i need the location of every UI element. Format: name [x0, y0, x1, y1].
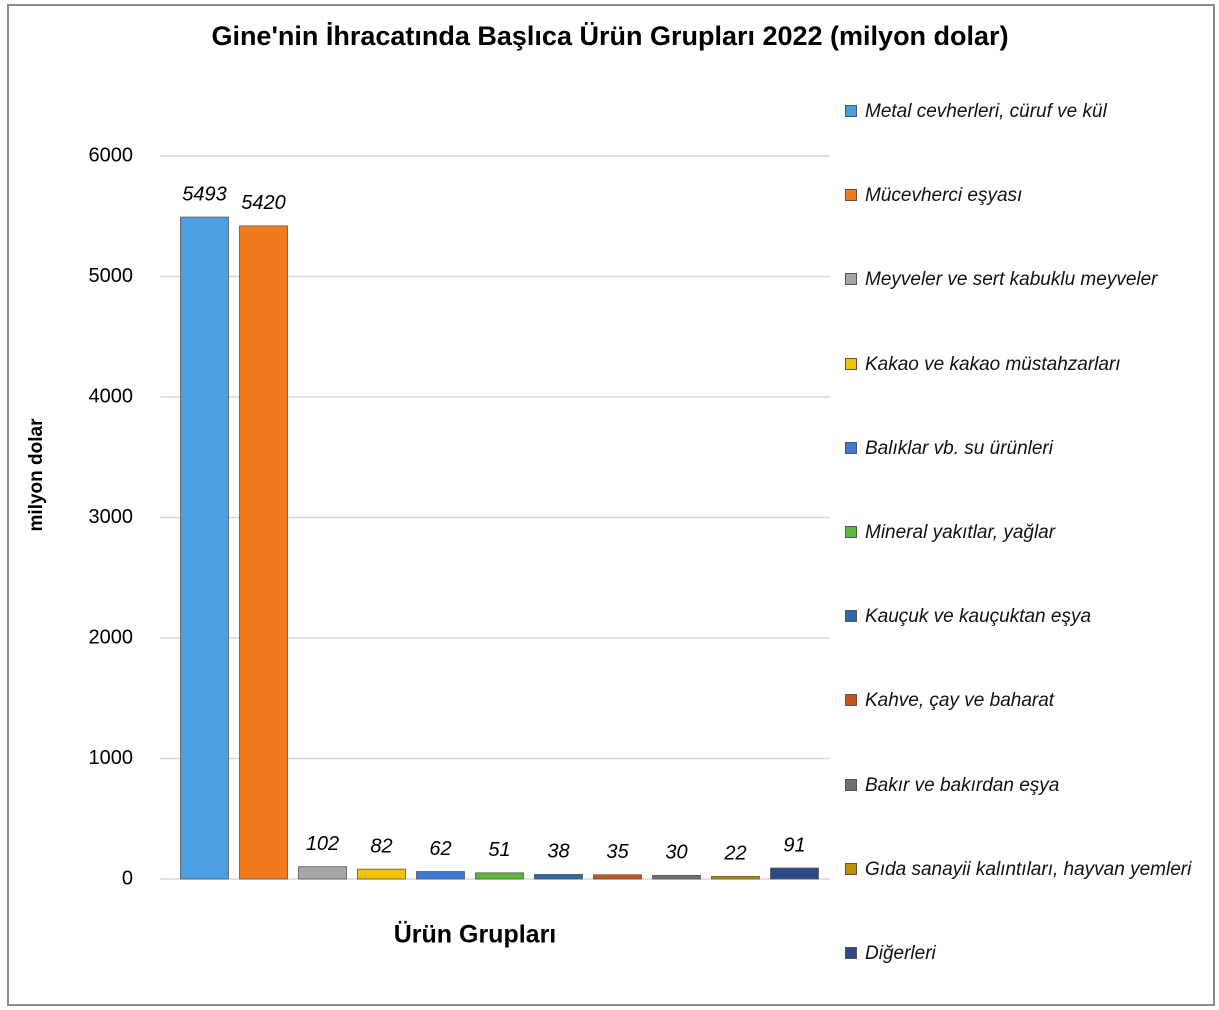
y-tick-label: 5000	[89, 265, 134, 287]
y-tick-label: 6000	[89, 144, 134, 166]
bar	[475, 872, 524, 880]
legend-label: Bakır ve bakırdan eşya	[865, 774, 1060, 796]
chart-title: Gine'nin İhracatında Başlıca Ürün Grupla…	[211, 21, 1008, 51]
legend-item: Mücevherci eşyası	[845, 181, 1205, 211]
legend-item: Gıda sanayii kalıntıları, hayvan yemleri	[845, 855, 1205, 885]
legend-item: Metal cevherleri, cüruf ve kül	[845, 97, 1205, 127]
bar	[239, 225, 288, 880]
bar	[298, 866, 347, 880]
bar	[416, 871, 465, 880]
x-axis-title: Ürün Grupları	[394, 920, 557, 949]
legend-item: Kahve, çay ve baharat	[845, 686, 1205, 716]
y-tick-label: 3000	[89, 506, 134, 528]
legend-swatch	[845, 526, 857, 538]
data-label: 82	[370, 835, 392, 857]
legend-swatch	[845, 778, 857, 791]
legend-swatch	[845, 189, 857, 202]
legend-swatch	[845, 441, 857, 454]
y-tick-label: 1000	[89, 747, 134, 769]
legend-swatch	[845, 610, 857, 623]
bar	[534, 874, 583, 880]
legend-item: Mineral yakıtlar, yağlar	[845, 518, 1205, 548]
legend-item: Meyveler ve sert kabuklu meyveler	[845, 265, 1205, 295]
data-label: 62	[429, 838, 451, 860]
bar	[711, 875, 760, 880]
data-label: 30	[665, 842, 687, 864]
legend-item: Kauçuk ve kauçuktan eşya	[845, 602, 1205, 632]
legend-label: Kakao ve kakao müstahzarları	[865, 353, 1121, 375]
legend-label: Metal cevherleri, cüruf ve kül	[865, 101, 1107, 122]
legend-label: Gıda sanayii kalıntıları, hayvan yemleri	[865, 858, 1192, 880]
legend-swatch	[845, 694, 857, 707]
legend-label: Balıklar vb. su ürünleri	[865, 437, 1053, 459]
y-tick-label: 0	[122, 867, 133, 889]
legend-swatch	[845, 862, 857, 875]
bar	[357, 868, 406, 880]
legend-label: Meyveler ve sert kabuklu meyveler	[865, 269, 1158, 291]
legend-item: Bakır ve bakırdan eşya	[845, 771, 1205, 801]
legend-swatch	[845, 357, 857, 370]
y-tick-label: 4000	[89, 385, 134, 407]
legend-swatch	[845, 273, 857, 286]
legend-label: Diğerleri	[865, 943, 936, 964]
legend-item: Diğerleri	[845, 939, 1205, 969]
y-tick-label: 2000	[89, 626, 134, 648]
frame	[7, 4, 1215, 1006]
legend-label: Mücevherci eşyası	[865, 185, 1023, 207]
data-label: 38	[547, 841, 569, 863]
legend-swatch	[845, 947, 857, 959]
legend-label: Kahve, çay ve baharat	[865, 690, 1055, 712]
legend-item: Balıklar vb. su ürünleri	[845, 434, 1205, 464]
legend-swatch	[845, 105, 857, 117]
data-label: 91	[783, 834, 805, 856]
bar	[180, 216, 229, 880]
bar	[593, 874, 642, 880]
data-label: 51	[488, 839, 510, 861]
y-axis-title: milyon dolar	[26, 418, 47, 532]
data-label: 5493	[182, 183, 227, 205]
data-label: 102	[306, 833, 339, 855]
bar	[652, 874, 701, 880]
legend-label: Mineral yakıtlar, yağlar	[865, 522, 1056, 543]
legend-label: Kauçuk ve kauçuktan eşya	[865, 606, 1092, 628]
data-label: 5420	[241, 192, 286, 214]
data-label: 35	[606, 841, 629, 863]
data-label: 22	[723, 843, 746, 865]
bar	[770, 867, 819, 880]
legend-item: Kakao ve kakao müstahzarları	[845, 350, 1205, 380]
